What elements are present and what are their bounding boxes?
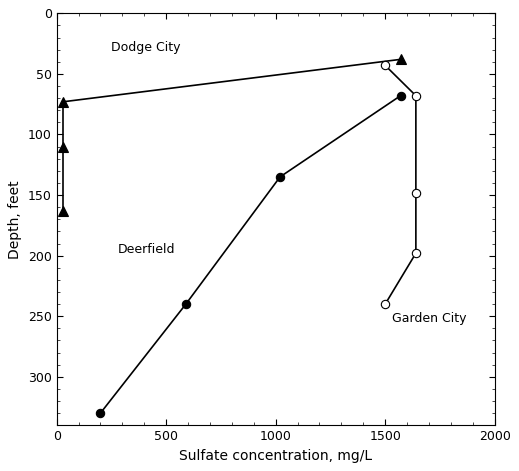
Text: Dodge City: Dodge City (112, 41, 181, 54)
Text: Deerfield: Deerfield (118, 243, 175, 256)
Y-axis label: Depth, feet: Depth, feet (8, 180, 22, 259)
X-axis label: Sulfate concentration, mg/L: Sulfate concentration, mg/L (179, 449, 372, 463)
Text: Garden City: Garden City (392, 312, 466, 325)
